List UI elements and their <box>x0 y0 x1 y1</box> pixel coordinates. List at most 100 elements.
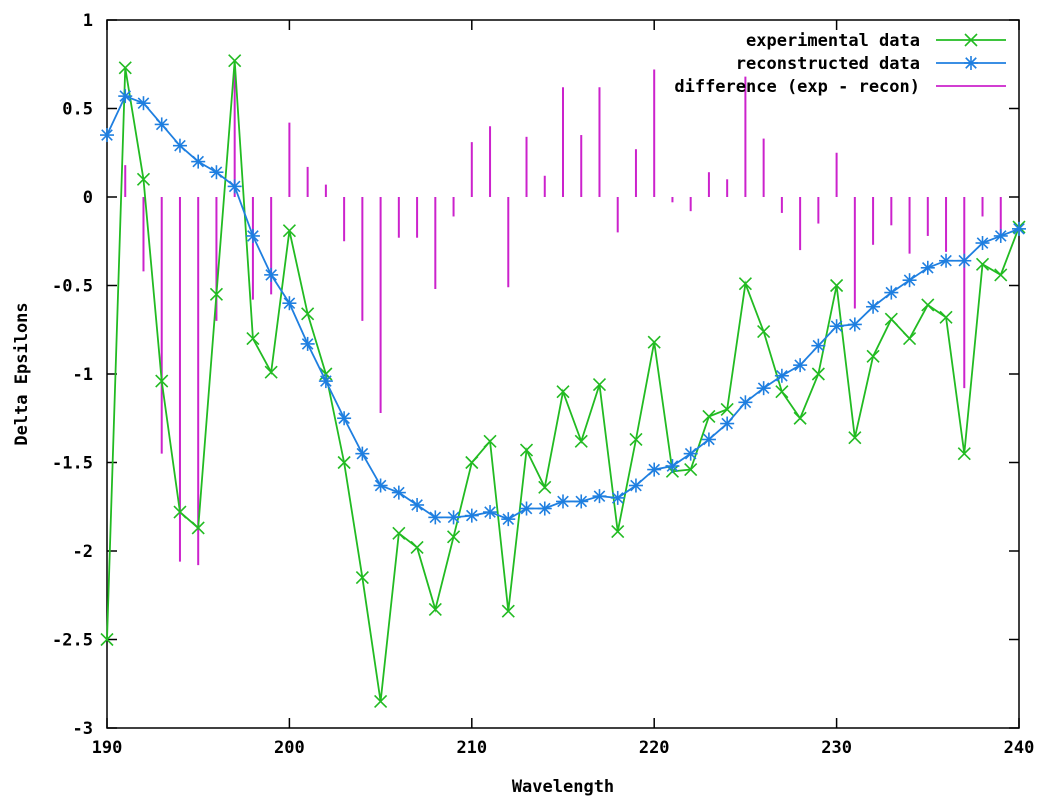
reconstructed-data-point <box>993 228 1008 243</box>
reconstructed-data-point <box>683 446 698 461</box>
experimental-data-point <box>538 480 552 494</box>
reconstructed-data-point <box>829 319 844 334</box>
experimental-data-point <box>830 278 844 293</box>
experimental-data-point <box>757 324 771 339</box>
experimental-data-point <box>410 540 424 555</box>
experimental-data-point <box>282 224 296 238</box>
experimental-data-point <box>848 431 862 445</box>
reconstructed-data-point <box>483 505 498 520</box>
y-tick-label: -2 <box>73 542 93 562</box>
experimental-data-point <box>100 632 114 647</box>
reconstructed-data-point <box>501 512 516 527</box>
experimental-data-point <box>446 530 461 544</box>
reconstructed-data-point <box>118 89 133 104</box>
reconstructed-data-point <box>957 253 972 268</box>
legend-marker <box>964 56 978 70</box>
reconstructed-data-point <box>337 411 352 426</box>
reconstructed-data-point <box>902 273 917 288</box>
experimental-data-point <box>994 268 1008 282</box>
experimental-data-point <box>939 310 953 324</box>
reconstructed-data-point <box>227 179 242 194</box>
x-tick-label: 200 <box>274 738 305 758</box>
legend-label: experimental data <box>746 31 920 51</box>
reconstructed-data-point <box>209 165 224 180</box>
experimental-data-point <box>337 455 351 470</box>
legend: experimental data reconstructed data diffe… <box>674 31 1006 97</box>
reconstructed-data-point <box>446 510 461 525</box>
reconstructed-data-point <box>245 228 260 243</box>
y-tick-label: 0.5 <box>62 100 93 120</box>
reconstructed-data-point <box>847 317 862 332</box>
experimental-data-point <box>574 434 588 448</box>
legend-label: difference (exp - recon) <box>674 77 920 97</box>
reconstructed-data-point <box>428 510 443 525</box>
experimental-data-point <box>501 604 515 618</box>
reconstructed-data-point <box>738 395 753 410</box>
experimental-data-point <box>355 570 369 585</box>
experimental-data-point <box>775 385 789 399</box>
experimental-data-point <box>975 257 990 271</box>
x-tick-label: 240 <box>1004 738 1035 758</box>
experimental-data-point <box>921 298 935 312</box>
reconstructed-data-point <box>391 485 406 500</box>
y-tick-label: 1 <box>83 11 93 31</box>
experimental-data-point <box>592 378 607 392</box>
reconstructed-data-point <box>154 117 169 132</box>
reconstructed-data-point <box>1012 221 1026 236</box>
experimental-data-point <box>556 385 570 399</box>
reconstructed-data-point <box>556 494 570 509</box>
reconstructed-data-point <box>647 462 662 477</box>
reconstructed-data-point <box>939 253 954 268</box>
experimental-data-point <box>374 694 388 709</box>
experimental-data-point <box>428 602 442 616</box>
experimental-data-point <box>228 54 242 68</box>
reconstructed-data-point <box>264 267 279 282</box>
x-tick-label: 210 <box>456 738 487 758</box>
reconstructed-data-point <box>920 260 935 275</box>
experimental-data-point <box>629 432 643 447</box>
experimental-data-point <box>136 172 151 186</box>
reconstructed-data-point <box>355 446 370 461</box>
experimental-data-point <box>209 287 224 301</box>
experimental-data-point <box>483 434 497 448</box>
reconstructed-data-point <box>884 285 899 300</box>
reconstructed-data-point <box>793 358 808 373</box>
reconstructed-data-point <box>100 128 114 143</box>
x-tick-label: 220 <box>639 738 670 758</box>
experimental-data-point <box>465 455 479 470</box>
x-tick-label: 190 <box>92 738 123 758</box>
reconstructed-data-point <box>574 494 589 509</box>
y-tick-label: 0 <box>83 188 93 208</box>
experimental-data-point <box>392 526 406 540</box>
legend-marker <box>964 33 978 47</box>
reconstructed-data-point <box>592 489 607 504</box>
experimental-data-point <box>793 411 807 425</box>
experimental-data-point <box>866 349 880 363</box>
reconstructed-data-point <box>300 336 315 351</box>
reconstructed-data-point <box>136 96 151 111</box>
experimental-data-point <box>246 332 260 346</box>
reconstructed-data-point <box>665 459 680 474</box>
y-tick-label: -2.5 <box>52 631 93 651</box>
experimental-data-point <box>118 61 132 75</box>
experimental-data-point <box>301 307 315 321</box>
experimental-data-point <box>647 335 661 349</box>
reconstructed-data-point <box>282 296 297 311</box>
reconstructed-data-point <box>172 138 187 153</box>
reconstructed-data-point <box>975 236 990 251</box>
reconstructed-data-point <box>756 381 771 396</box>
experimental-data-point <box>519 443 534 457</box>
reconstructed-data-point <box>191 154 206 169</box>
legend-entry: experimental data <box>746 31 1006 51</box>
axis-ticks: 190 200 210 220 230 240 1 0.5 0 -0.5 -1 -1.5 -2 -2.5 -… <box>52 11 1034 758</box>
reconstructed-data-point <box>373 478 388 493</box>
experimental-data-point <box>611 524 625 539</box>
x-tick-label: 230 <box>821 738 852 758</box>
reconstructed-data-point <box>464 508 479 523</box>
legend-label: reconstructed data <box>736 54 920 74</box>
reconstructed-data-point <box>774 368 789 383</box>
y-tick-label: -0.5 <box>52 277 93 297</box>
experimental-data-point <box>264 365 278 379</box>
reconstructed-data-point <box>537 501 552 516</box>
